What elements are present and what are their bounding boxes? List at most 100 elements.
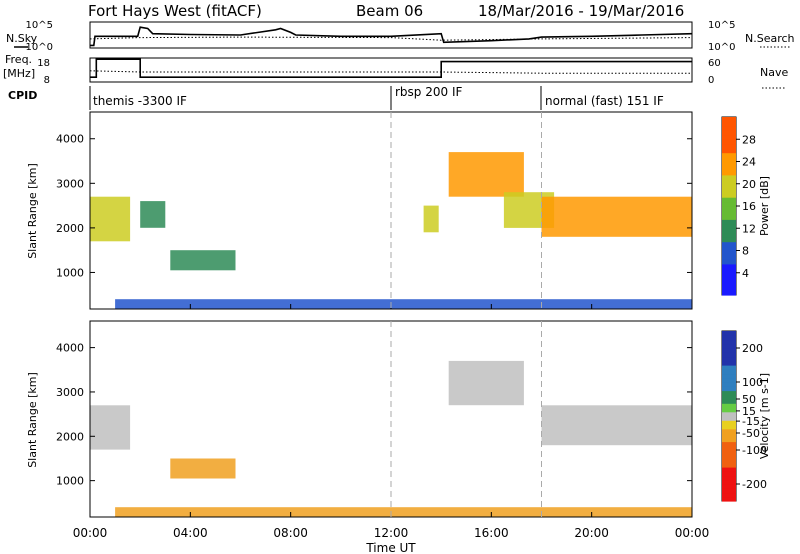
colorbar-cell xyxy=(722,268,736,274)
colorbar-cell xyxy=(722,121,736,127)
freq-series-1 xyxy=(89,70,692,74)
colorbar-tick-label: 12 xyxy=(742,222,756,235)
echo-region-3 xyxy=(423,205,439,233)
colorbar-cell xyxy=(722,394,736,400)
noise-panel: N.Sky 10^5 10^0 10^5 10^0 N.Search xyxy=(6,20,795,53)
ytick-label-1000: 1000 xyxy=(56,266,84,279)
colorbar-cell xyxy=(722,134,736,140)
colorbar-cell xyxy=(722,386,736,392)
ytick-label-1000: 1000 xyxy=(56,475,84,488)
echo-region-3 xyxy=(541,405,692,446)
colorbar-cell xyxy=(722,223,736,229)
nave-right-tick-high: 60 xyxy=(708,58,721,69)
colorbar-cell xyxy=(722,377,736,383)
colorbar-tick-label: 28 xyxy=(742,133,756,146)
colorbar-cell xyxy=(722,192,736,198)
noise-series-0 xyxy=(90,26,693,47)
colorbar-cell xyxy=(722,259,736,265)
colorbar-cell xyxy=(722,462,736,468)
colorbar-cell xyxy=(722,382,736,387)
colorbar-cell xyxy=(722,197,736,203)
freq-label: Freq. xyxy=(5,53,32,66)
colorbar-cell xyxy=(722,165,736,171)
colorbar-tick-label: 50 xyxy=(742,393,756,406)
colorbar-cell xyxy=(722,454,736,460)
beam-label: Beam 06 xyxy=(356,2,423,20)
colorbar-cell xyxy=(722,365,736,370)
ytick-label-2000: 2000 xyxy=(56,222,84,235)
colorbar-cell xyxy=(722,445,736,451)
station-title: Fort Hays West (fitACF) xyxy=(88,2,262,20)
colorbar-cell xyxy=(722,174,736,180)
colorbar-cell xyxy=(722,403,736,409)
colorbar-cell xyxy=(722,335,736,341)
colorbar-cell xyxy=(722,148,736,154)
ytick-label-4000: 4000 xyxy=(56,133,84,146)
colorbar-cell xyxy=(722,117,736,122)
colorbar-cell xyxy=(722,348,736,353)
colorbar-cell xyxy=(722,183,736,189)
noise-left-tick-high: 10^5 xyxy=(26,20,53,31)
noise-right-tick-high: 10^5 xyxy=(708,20,735,31)
colorbar-cell xyxy=(722,369,736,375)
colorbar-cell xyxy=(722,201,736,207)
colorbar-tick-label: -100 xyxy=(742,444,767,457)
colorbar-tick-label: 4 xyxy=(742,267,749,280)
colorbar-tick-label: -15 xyxy=(742,415,760,428)
colorbar-cell xyxy=(722,228,736,234)
nave-label: Nave xyxy=(760,66,788,79)
power-ylabel: Slant Range [km] xyxy=(26,163,39,259)
colorbar-cell xyxy=(722,437,736,443)
ytick-label-3000: 3000 xyxy=(56,177,84,190)
colorbar-cell xyxy=(722,373,736,379)
colorbar-cell xyxy=(722,339,736,345)
cpid-segment-themis: themis -3300 IF xyxy=(93,94,187,108)
ytick-label-3000: 3000 xyxy=(56,386,84,399)
colorbar-tick-label: 100 xyxy=(742,376,763,389)
colorbar-cell xyxy=(722,424,736,430)
echo-region-4 xyxy=(115,507,693,517)
noise-left-tick-low: 10^0 xyxy=(26,42,53,53)
colorbar-cell xyxy=(722,272,736,278)
colorbar-tick-label: 15 xyxy=(742,405,756,418)
colorbar-cell xyxy=(722,428,736,434)
velocity-data-layer xyxy=(90,360,693,517)
noise-right-tick-low: 10^0 xyxy=(708,42,735,53)
echo-region-1 xyxy=(140,201,166,228)
colorbar-cell xyxy=(722,411,736,417)
colorbar-cell xyxy=(722,492,736,498)
colorbar-cell xyxy=(722,281,736,287)
colorbar-cell xyxy=(722,179,736,185)
colorbar-cell xyxy=(722,263,736,269)
colorbar-cell xyxy=(722,210,736,216)
colorbar-tick-label: 16 xyxy=(742,200,756,213)
xtick-label: 12:00 xyxy=(374,526,409,540)
colorbar-cell xyxy=(722,356,736,362)
colorbar-cell xyxy=(722,290,736,296)
echo-region-1 xyxy=(170,458,236,479)
power-data-layer xyxy=(90,152,693,309)
colorbar-cell xyxy=(722,458,736,464)
colorbar-cell xyxy=(722,496,736,502)
colorbar-tick-label: -50 xyxy=(742,427,760,440)
colorbar-tick-label: 20 xyxy=(742,178,756,191)
colorbar-cell xyxy=(722,139,736,145)
echo-region-7 xyxy=(115,299,693,309)
time-axis-label: Time UT xyxy=(365,541,416,554)
colorbar-cell xyxy=(722,232,736,238)
echo-region-2 xyxy=(448,360,524,406)
noise-series-1 xyxy=(89,36,693,41)
xtick-label: 04:00 xyxy=(173,526,208,540)
cpid-segment-normal: normal (fast) 151 IF xyxy=(545,94,664,108)
colorbar-tick-label: 200 xyxy=(742,342,763,355)
date-range: 18/Mar/2016 - 19/Mar/2016 xyxy=(478,2,684,20)
echo-region-6 xyxy=(541,196,692,237)
noise-panel-frame xyxy=(89,21,693,49)
colorbar-cell xyxy=(722,188,736,194)
power-yticks: 1000 2000 3000 4000 xyxy=(56,133,692,279)
colorbar-cell xyxy=(722,254,736,260)
frequency-panel-frame xyxy=(89,57,693,83)
colorbar-cell xyxy=(722,331,736,336)
nsearch-label: N.Search xyxy=(745,32,795,45)
